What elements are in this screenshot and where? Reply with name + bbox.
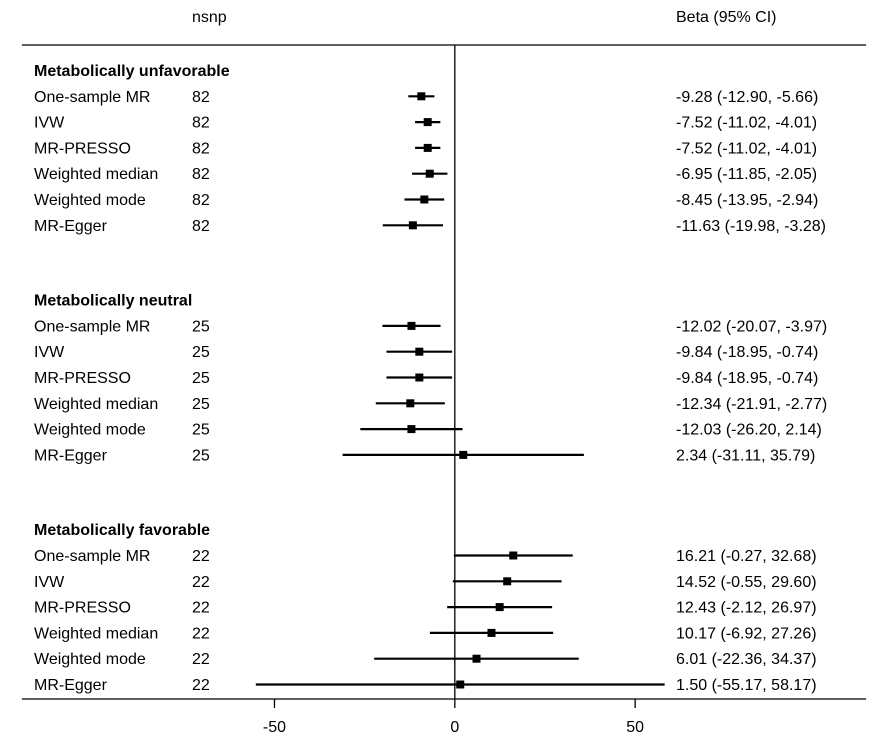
ci-label: -12.02 (-20.07, -3.97) — [676, 318, 827, 335]
ci-label: 14.52 (-0.55, 29.60) — [676, 574, 817, 591]
ci-label: 2.34 (-31.11, 35.79) — [676, 447, 815, 464]
nsnp-value: 22 — [192, 548, 210, 565]
method-label: Weighted median — [34, 396, 158, 413]
ci-label: -9.84 (-18.95, -0.74) — [676, 370, 818, 387]
method-label: One-sample MR — [34, 89, 150, 106]
ci-label: -9.84 (-18.95, -0.74) — [676, 344, 818, 361]
ci-label: -6.95 (-11.85, -2.05) — [676, 166, 817, 183]
header-nsnp: nsnp — [192, 9, 227, 26]
group-title: Metabolically unfavorable — [34, 63, 230, 80]
ci-label: 10.17 (-6.92, 27.26) — [676, 625, 817, 642]
method-label: Weighted mode — [34, 192, 146, 209]
point-estimate — [408, 221, 417, 230]
method-label: One-sample MR — [34, 548, 150, 565]
point-estimate — [407, 321, 416, 330]
x-tick-label: -50 — [263, 719, 286, 736]
ci-label: -7.52 (-11.02, -4.01) — [676, 140, 817, 157]
header-beta-ci: Beta (95% CI) — [676, 9, 776, 26]
method-label: IVW — [34, 115, 65, 132]
ci-label: 16.21 (-0.27, 32.68) — [676, 548, 817, 565]
nsnp-value: 22 — [192, 574, 210, 591]
nsnp-value: 22 — [192, 677, 210, 694]
ci-label: -9.28 (-12.90, -5.66) — [676, 89, 818, 106]
nsnp-value: 22 — [192, 651, 210, 668]
point-estimate — [459, 450, 468, 459]
method-label: MR-Egger — [34, 447, 108, 464]
forest-rows: Metabolically unfavorable One-sample MR 82… — [34, 63, 827, 694]
method-label: MR-PRESSO — [34, 140, 131, 157]
nsnp-value: 25 — [192, 344, 210, 361]
nsnp-value: 82 — [192, 218, 210, 235]
nsnp-value: 22 — [192, 625, 210, 642]
nsnp-value: 25 — [192, 447, 210, 464]
method-label: Weighted median — [34, 625, 158, 642]
method-label: Weighted mode — [34, 651, 146, 668]
point-estimate — [425, 169, 434, 178]
point-estimate — [472, 654, 481, 663]
method-label: Weighted mode — [34, 422, 146, 439]
x-tick-label: 0 — [450, 719, 459, 736]
nsnp-value: 25 — [192, 370, 210, 387]
point-estimate — [406, 399, 415, 408]
ci-label: -12.03 (-26.20, 2.14) — [676, 422, 822, 439]
ci-label: -11.63 (-19.98, -3.28) — [676, 218, 826, 235]
nsnp-value: 82 — [192, 89, 210, 106]
nsnp-value: 22 — [192, 600, 210, 617]
ci-label: 1.50 (-55.17, 58.17) — [676, 677, 817, 694]
nsnp-value: 25 — [192, 318, 210, 335]
method-label: One-sample MR — [34, 318, 150, 335]
method-label: IVW — [34, 574, 65, 591]
point-estimate — [495, 603, 504, 612]
ci-label: -12.34 (-21.91, -2.77) — [676, 396, 827, 413]
point-estimate — [487, 628, 496, 637]
nsnp-value: 82 — [192, 140, 210, 157]
point-estimate — [407, 425, 416, 434]
group-title: Metabolically neutral — [34, 293, 192, 310]
method-label: Weighted median — [34, 166, 158, 183]
ci-label: -7.52 (-11.02, -4.01) — [676, 115, 817, 132]
point-estimate — [420, 195, 429, 204]
x-axis-ticks: -50 0 50 — [263, 699, 644, 736]
point-estimate — [456, 680, 465, 689]
nsnp-value: 25 — [192, 396, 210, 413]
nsnp-value: 82 — [192, 166, 210, 183]
point-estimate — [503, 577, 512, 586]
method-label: IVW — [34, 344, 65, 361]
method-label: MR-Egger — [34, 677, 108, 694]
point-estimate — [415, 347, 424, 356]
method-label: MR-PRESSO — [34, 600, 131, 617]
x-tick-label: 50 — [626, 719, 644, 736]
nsnp-value: 25 — [192, 422, 210, 439]
point-estimate — [423, 143, 432, 152]
method-label: MR-PRESSO — [34, 370, 131, 387]
point-estimate — [417, 92, 426, 101]
nsnp-value: 82 — [192, 115, 210, 132]
ci-label: 12.43 (-2.12, 26.97) — [676, 600, 817, 617]
point-estimate — [415, 373, 424, 382]
point-estimate — [509, 551, 518, 560]
point-estimate — [423, 118, 432, 127]
ci-label: -8.45 (-13.95, -2.94) — [676, 192, 818, 209]
method-label: MR-Egger — [34, 218, 108, 235]
ci-label: 6.01 (-22.36, 34.37) — [676, 651, 817, 668]
nsnp-value: 82 — [192, 192, 210, 209]
group-title: Metabolically favorable — [34, 522, 210, 539]
